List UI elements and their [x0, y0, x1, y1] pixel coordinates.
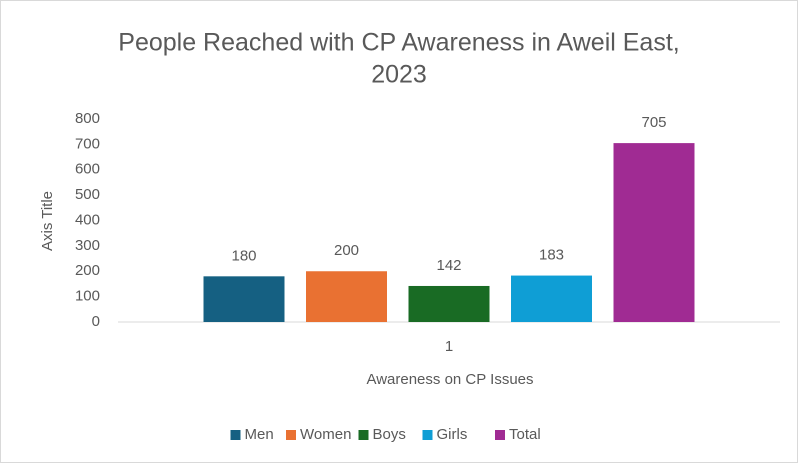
y-tick-label: 0 [92, 313, 100, 330]
x-axis-title: Awareness on CP Issues [366, 371, 533, 388]
bar [306, 271, 387, 322]
legend-label: Total [509, 426, 541, 443]
y-tick-label: 400 [75, 211, 100, 228]
legend-swatch [286, 430, 296, 440]
y-tick-label: 200 [75, 262, 100, 279]
legend-swatch [230, 430, 241, 440]
bar [408, 285, 490, 322]
x-tick-label: 1 [445, 338, 453, 355]
data-label: 200 [334, 242, 359, 259]
data-label: 183 [539, 247, 564, 264]
y-tick-label: 700 [75, 135, 100, 152]
data-label: 142 [436, 257, 461, 274]
legend-swatch [358, 430, 369, 440]
legend-label: Women [300, 426, 351, 443]
chart-title: People Reached with CP Awareness in Awei… [118, 29, 679, 57]
y-tick-label: 600 [75, 161, 100, 178]
y-tick-label: 800 [75, 110, 100, 127]
data-label: 705 [641, 114, 666, 131]
y-tick-label: 500 [75, 186, 100, 203]
y-tick-label: 100 [75, 288, 100, 305]
data-label: 180 [231, 247, 256, 264]
legend-swatch [422, 430, 433, 440]
bar [613, 143, 695, 322]
chart-title: 2023 [371, 61, 427, 89]
legend-label: Men [245, 426, 274, 443]
y-tick-label: 300 [75, 237, 100, 254]
bar [203, 276, 285, 322]
y-axis-title: Axis Title [39, 191, 56, 251]
bar [511, 275, 592, 322]
legend-swatch [495, 430, 505, 440]
legend-label: Boys [373, 426, 406, 443]
legend-label: Girls [437, 426, 468, 443]
